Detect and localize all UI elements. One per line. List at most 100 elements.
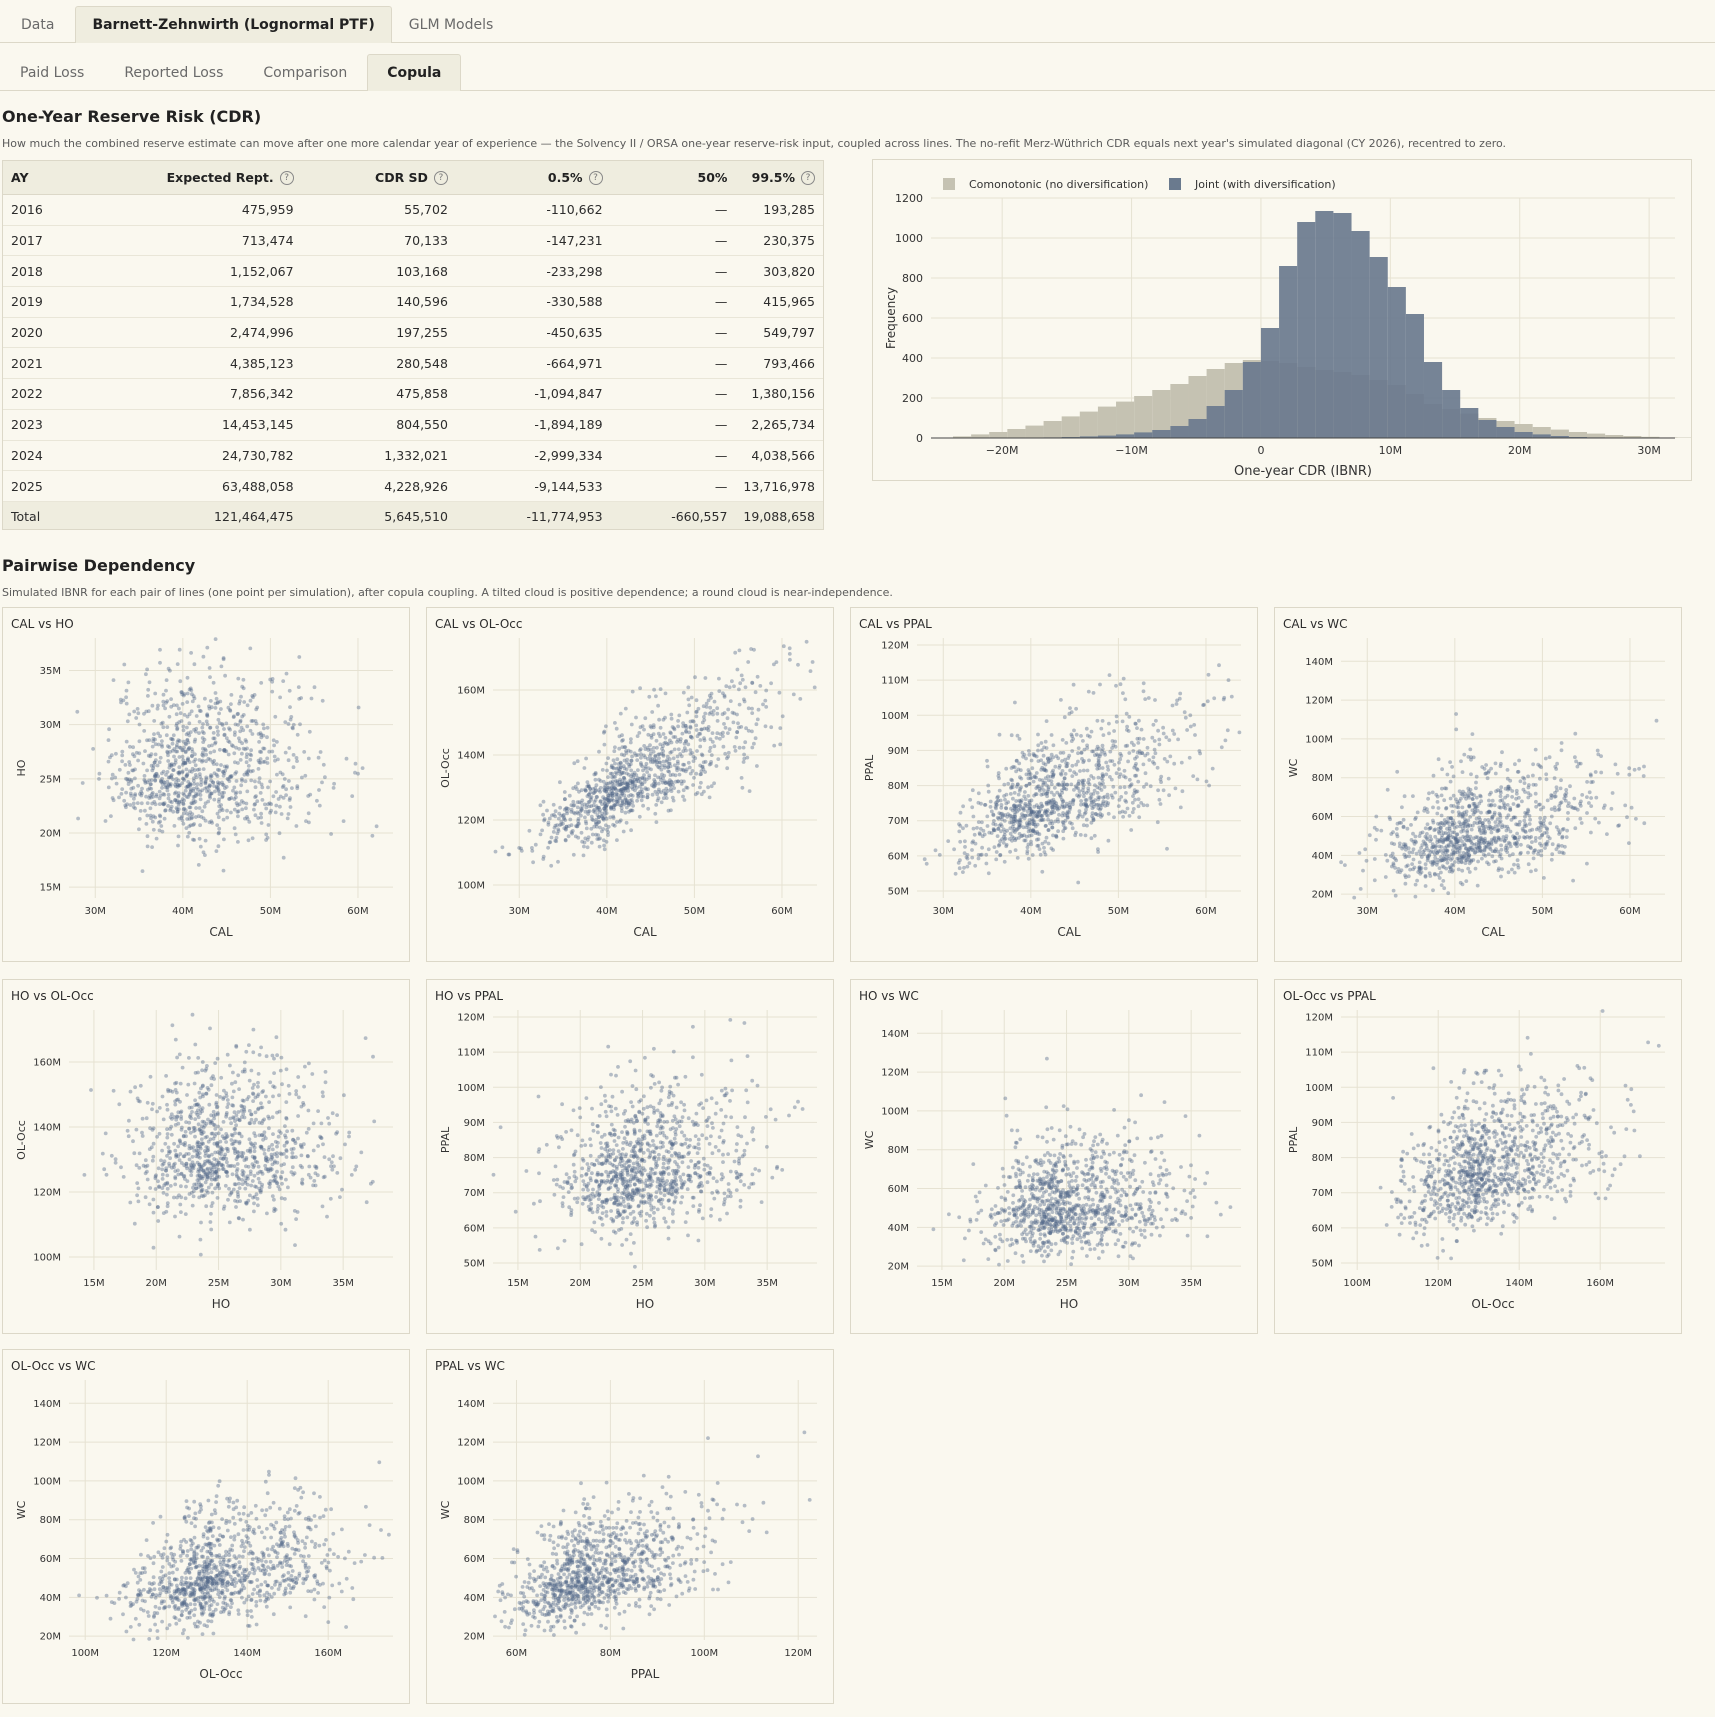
scatter-point	[1013, 700, 1017, 705]
scatter-point	[1563, 794, 1568, 798]
scatter-point	[1448, 796, 1453, 801]
scatter-point	[158, 734, 163, 739]
scatter-point	[1003, 813, 1007, 817]
scatter-point	[956, 861, 961, 865]
scatter-point	[995, 803, 999, 807]
scatter-point	[1101, 801, 1105, 806]
scatter-point	[143, 808, 147, 813]
scatter-point	[188, 790, 193, 794]
scatter-point	[681, 767, 685, 772]
scatter-point	[144, 709, 149, 714]
scatter-point	[203, 1180, 208, 1185]
scatter-point	[552, 825, 557, 830]
scatter-point	[1542, 818, 1546, 823]
scatter-point	[205, 1134, 209, 1139]
scatter-point	[1050, 825, 1055, 830]
scatter-point	[185, 725, 189, 730]
scatter-point	[167, 762, 172, 767]
scatter-point	[1450, 862, 1455, 867]
scatter-point	[231, 1089, 236, 1094]
scatter-point	[1170, 728, 1175, 733]
scatter-point	[1062, 782, 1067, 787]
scatter-point	[1034, 792, 1039, 797]
scatter-point	[623, 788, 628, 793]
scatter-point	[224, 1140, 229, 1144]
scatter-point	[1082, 794, 1086, 799]
scatter-point	[131, 805, 136, 809]
scatter-point	[1154, 718, 1158, 723]
scatter-point	[245, 1174, 250, 1179]
scatter-point	[1036, 748, 1040, 753]
scatter-point	[1500, 825, 1504, 830]
scatter-point	[1462, 823, 1466, 828]
y-tick-label: 20M	[40, 829, 61, 840]
scatter-point	[614, 797, 619, 802]
scatter-point	[1523, 810, 1528, 815]
x-tick-label: 10M	[1379, 444, 1403, 457]
scatter-point	[1098, 803, 1102, 808]
scatter-point	[1453, 837, 1458, 841]
tab-comparison[interactable]: Comparison	[263, 65, 348, 81]
scatter-point	[606, 798, 610, 803]
scatter-point	[619, 803, 624, 808]
scatter-point	[619, 806, 624, 811]
scatter-point	[1035, 815, 1039, 819]
help-icon[interactable]: ?	[801, 171, 815, 186]
scatter-point	[1099, 776, 1104, 780]
tab-barnett-zehnwirth[interactable]: Barnett-Zehnwirth (Lognormal PTF)	[75, 6, 392, 43]
scatter-point	[1011, 828, 1016, 833]
scatter-point	[1507, 853, 1512, 858]
help-icon[interactable]: ?	[588, 171, 603, 186]
tab-paid-loss[interactable]: Paid Loss	[20, 65, 85, 81]
scatter-point	[177, 770, 182, 775]
scatter-point	[190, 692, 194, 697]
scatter-point	[1054, 835, 1059, 839]
scatter-point	[272, 1197, 276, 1202]
tab-glm-models[interactable]: GLM Models	[408, 17, 494, 33]
scatter-point	[618, 803, 623, 808]
scatter-point	[237, 1131, 242, 1136]
scatter-point	[245, 703, 250, 708]
scatter-point	[622, 745, 627, 749]
scatter-point	[135, 801, 140, 805]
scatter-point	[1031, 809, 1036, 814]
scatter-point	[282, 1143, 287, 1148]
scatter-point	[1105, 792, 1110, 797]
scatter-point	[991, 828, 996, 833]
scatter-point	[763, 724, 768, 729]
scatter-point	[171, 1163, 176, 1167]
scatter-point	[208, 726, 212, 730]
scatter-point	[278, 695, 282, 700]
scatter-point	[1455, 839, 1460, 844]
scatter-point	[598, 789, 602, 794]
scatter-point	[586, 835, 591, 840]
scatter-point	[610, 765, 615, 770]
scatter-point	[1623, 803, 1628, 808]
scatter-point	[202, 804, 207, 809]
scatter-point	[203, 1151, 208, 1156]
scatter-point	[1486, 852, 1491, 857]
help-icon[interactable]: ?	[433, 171, 448, 186]
tab-reported-loss[interactable]: Reported Loss	[124, 65, 224, 81]
scatter-point	[347, 1130, 352, 1135]
scatter-point	[195, 767, 200, 772]
tab-copula[interactable]: Copula	[367, 54, 462, 91]
scatter-point	[1439, 820, 1443, 825]
scatter-point	[1516, 804, 1521, 808]
scatter-point	[1436, 806, 1441, 810]
scatter-point	[182, 745, 186, 750]
scatter-points	[922, 663, 1242, 885]
scatter-point	[1031, 779, 1036, 784]
scatter-point	[1572, 796, 1577, 801]
scatter-point	[1075, 793, 1079, 798]
scatter-point	[204, 719, 209, 724]
tab-data[interactable]: Data	[21, 17, 55, 33]
scatter-point	[988, 805, 993, 809]
scatter-point	[1437, 839, 1442, 843]
scatter-point	[624, 767, 629, 772]
scatter-point	[1498, 805, 1503, 810]
scatter-point	[201, 1194, 206, 1199]
scatter-point	[1429, 837, 1434, 842]
scatter-point	[1111, 784, 1116, 789]
help-icon[interactable]: ?	[279, 171, 294, 186]
